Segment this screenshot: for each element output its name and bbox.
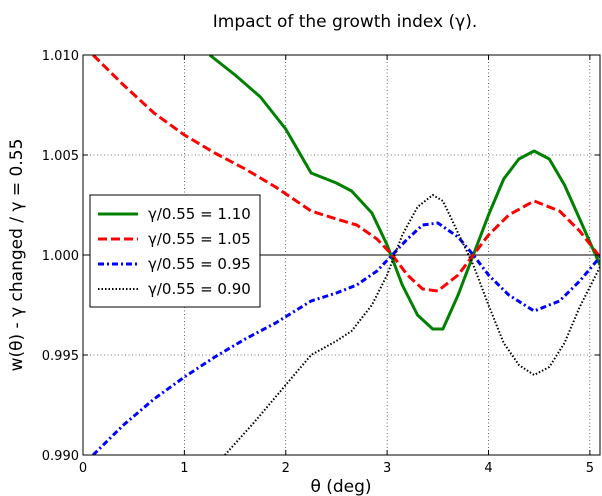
chart-title: Impact of the growth index (γ). bbox=[213, 12, 478, 32]
series-lines bbox=[92, 55, 600, 455]
y-axis-label: w(θ) - γ changed / γ = 0.55 bbox=[7, 139, 27, 372]
x-tick-label: 0 bbox=[79, 461, 87, 476]
x-tick-label: 3 bbox=[383, 461, 391, 476]
series-line-3 bbox=[92, 221, 600, 455]
x-tick-label: 4 bbox=[484, 461, 492, 476]
x-axis-label: θ (deg) bbox=[310, 477, 371, 496]
axis-ticks: 0 1 2 3 4 5 0.990 0.995 1.000 1.005 1.010 bbox=[42, 49, 600, 476]
x-tick-label: 2 bbox=[282, 461, 290, 476]
y-tick-label: 0.990 bbox=[42, 449, 79, 464]
y-tick-label: 0.995 bbox=[42, 349, 79, 364]
x-tick-label: 5 bbox=[586, 461, 594, 476]
series-line-2 bbox=[92, 55, 600, 293]
legend-label-3: γ/0.55 = 0.95 bbox=[148, 255, 251, 273]
y-tick-label: 1.005 bbox=[42, 149, 79, 164]
y-tick-label: 1.010 bbox=[42, 49, 79, 64]
y-tick-label: 1.000 bbox=[42, 249, 79, 264]
legend: γ/0.55 = 1.10 γ/0.55 = 1.05 γ/0.55 = 0.95 γ… bbox=[89, 194, 261, 308]
series-line-1 bbox=[208, 55, 600, 331]
x-tick-label: 1 bbox=[180, 461, 188, 476]
legend-label-2: γ/0.55 = 1.05 bbox=[148, 230, 251, 248]
legend-label-1: γ/0.55 = 1.10 bbox=[148, 205, 251, 223]
legend-label-4: γ/0.55 = 0.90 bbox=[148, 280, 251, 298]
